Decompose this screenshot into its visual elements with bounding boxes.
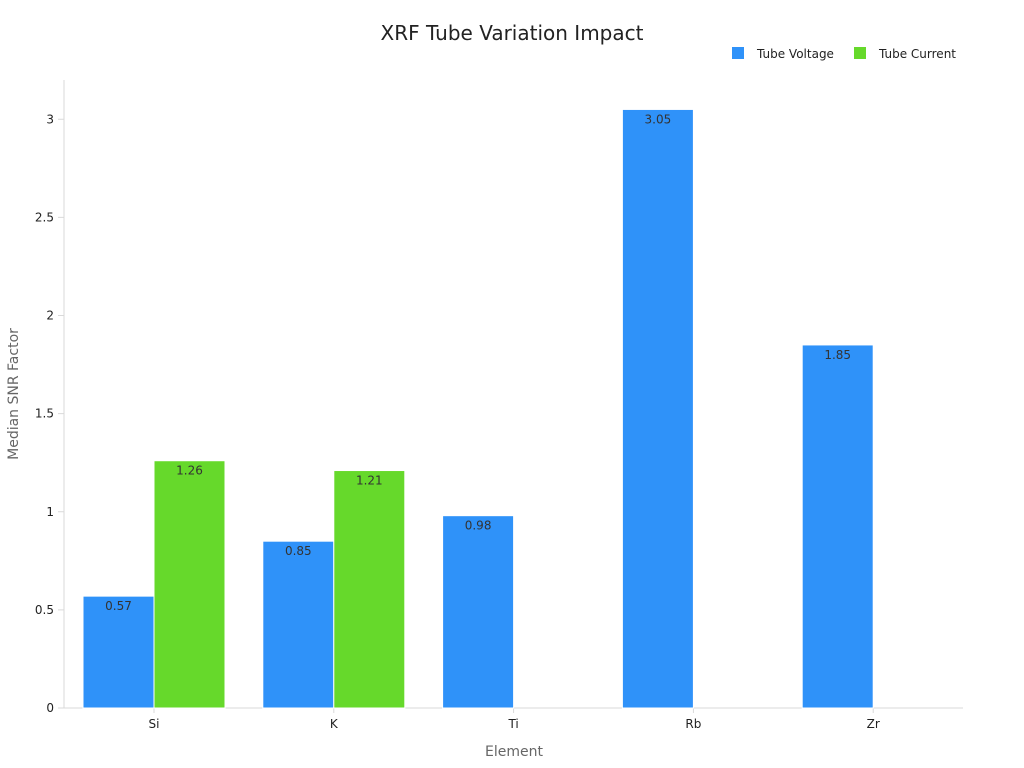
y-tick-label: 2.5 xyxy=(35,210,54,224)
bar-tube-voltage-rb xyxy=(621,108,694,709)
data-label-tube-voltage-k: 0.85 xyxy=(285,544,312,558)
data-label-tube-voltage-si: 0.57 xyxy=(105,599,132,613)
legend: Tube Voltage Tube Current xyxy=(732,47,956,61)
y-tick-label: 1 xyxy=(46,505,54,519)
data-label-tube-current-k: 1.21 xyxy=(356,474,383,488)
bar-tube-current-k xyxy=(333,470,406,709)
bar-tube-voltage-zr xyxy=(801,344,874,709)
bars xyxy=(82,108,874,709)
x-tick-label-zr: Zr xyxy=(867,717,880,731)
data-label-tube-voltage-zr: 1.85 xyxy=(824,348,851,362)
x-tick-label-si: Si xyxy=(149,717,160,731)
legend-label-tube-voltage: Tube Voltage xyxy=(756,47,834,61)
y-axis-label: Median SNR Factor xyxy=(6,328,22,460)
y-tick-label: 0 xyxy=(46,701,54,715)
y-tick-label: 0.5 xyxy=(35,603,54,617)
y-tick-label: 1.5 xyxy=(35,407,54,421)
bar-tube-voltage-k xyxy=(262,540,335,709)
x-tick-label-rb: Rb xyxy=(685,717,701,731)
legend-label-tube-current: Tube Current xyxy=(878,47,956,61)
x-axis-label: Element xyxy=(485,744,543,760)
data-label-tube-voltage-ti: 0.98 xyxy=(465,519,492,533)
data-labels: 0.57 1.26 0.85 1.21 0.98 3.05 1.85 xyxy=(105,112,851,613)
data-label-tube-current-si: 1.26 xyxy=(176,464,203,478)
x-tick-label-k: K xyxy=(330,717,339,731)
bar-tube-current-si xyxy=(153,460,226,709)
y-tick-label: 3 xyxy=(46,112,54,126)
legend-swatch-tube-current xyxy=(854,47,866,59)
y-tick-label: 2 xyxy=(46,309,54,323)
bar-tube-voltage-ti xyxy=(442,515,515,709)
legend-swatch-tube-voltage xyxy=(732,47,744,59)
data-label-tube-voltage-rb: 3.05 xyxy=(645,112,672,126)
x-ticks: Si K Ti Rb Zr xyxy=(149,708,880,731)
chart-title: XRF Tube Variation Impact xyxy=(381,21,644,45)
x-tick-label-ti: Ti xyxy=(507,717,518,731)
y-ticks: 0 0.5 1 1.5 2 2.5 3 xyxy=(35,112,64,715)
